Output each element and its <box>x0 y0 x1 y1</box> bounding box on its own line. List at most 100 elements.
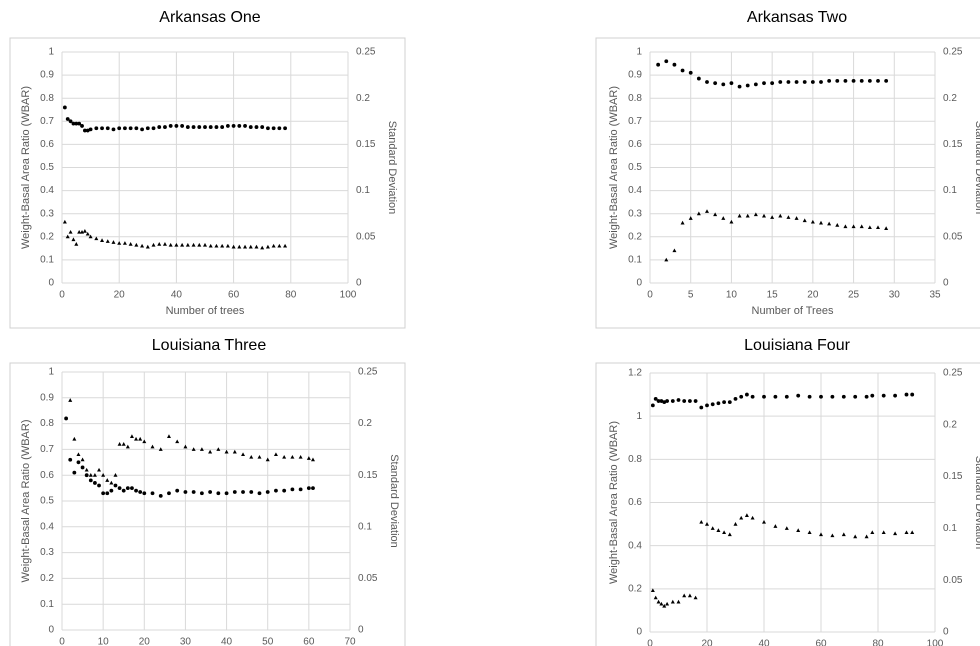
point <box>884 78 889 83</box>
point <box>257 454 262 459</box>
point <box>109 480 114 485</box>
point <box>214 125 219 129</box>
point <box>876 78 880 83</box>
point <box>705 403 709 408</box>
point <box>870 393 875 398</box>
y-tick-label: 0.1 <box>40 599 54 610</box>
y2-tick-label: 0.2 <box>358 418 372 429</box>
point <box>819 80 823 84</box>
point <box>796 393 801 398</box>
point <box>853 534 858 539</box>
point <box>249 490 254 494</box>
point <box>88 234 93 239</box>
x-tick-label: 60 <box>228 290 240 301</box>
point <box>680 68 685 73</box>
point <box>659 399 664 403</box>
x-tick-label: 80 <box>285 290 297 301</box>
point <box>105 478 110 482</box>
point <box>665 399 669 403</box>
point <box>241 452 246 457</box>
point <box>224 491 229 496</box>
x-tick-label: 20 <box>114 290 126 301</box>
point <box>243 124 247 128</box>
point <box>203 242 207 247</box>
point <box>185 242 190 247</box>
point <box>662 603 667 608</box>
chart-frame <box>9 362 406 646</box>
point <box>662 400 667 405</box>
y2-tick-label: 0.2 <box>943 419 957 430</box>
point <box>183 490 188 494</box>
point <box>699 405 704 410</box>
point <box>128 126 133 131</box>
point <box>175 439 180 444</box>
point <box>721 82 726 87</box>
point <box>76 460 81 465</box>
point <box>158 447 163 451</box>
point <box>794 80 799 84</box>
point <box>151 126 156 131</box>
x-tick-label: 0 <box>59 637 65 646</box>
y2-tick-label: 0.1 <box>943 523 957 534</box>
point <box>231 124 236 128</box>
point <box>688 399 692 403</box>
point <box>843 78 848 83</box>
point <box>306 486 311 490</box>
point <box>311 486 315 490</box>
point <box>145 244 150 249</box>
point <box>168 124 173 128</box>
point <box>835 223 840 227</box>
point <box>796 528 801 532</box>
point <box>174 124 179 128</box>
point <box>88 127 93 132</box>
point <box>745 83 750 88</box>
y2-tick-label: 0.2 <box>943 93 957 104</box>
y-tick-label: 0.3 <box>40 547 54 558</box>
point <box>80 124 84 128</box>
y-tick-label: 0.5 <box>628 162 642 173</box>
point <box>827 78 832 83</box>
point <box>729 81 734 86</box>
point <box>76 452 81 457</box>
y2-tick-label: 0.25 <box>356 47 376 58</box>
y-axis-label: Weight-Basal Area Ratio (WBAR) <box>608 86 620 249</box>
y-tick-label: 0.6 <box>40 470 54 481</box>
x-tick-label: 20 <box>701 639 713 646</box>
point <box>659 601 664 606</box>
y-tick-label: 0.7 <box>40 444 54 455</box>
point <box>664 59 669 64</box>
y-tick-label: 0.4 <box>40 521 54 532</box>
point <box>248 125 253 129</box>
x-tick-label: 35 <box>929 290 941 301</box>
y-tick-label: 0.8 <box>40 93 54 104</box>
point <box>134 436 139 441</box>
point <box>94 236 99 241</box>
point <box>819 220 823 225</box>
y-tick-label: 0.2 <box>628 231 642 242</box>
point <box>282 488 287 493</box>
point <box>670 399 675 403</box>
point <box>835 78 840 83</box>
point <box>138 490 143 494</box>
point <box>129 434 134 438</box>
point <box>827 221 832 226</box>
point <box>68 457 73 462</box>
point <box>283 243 288 248</box>
point <box>111 240 116 244</box>
chart: Arkansas One 0 0.1 0.2 0.3 0.4 0.5 0.6 0.7 0.8 0.9… <box>9 9 406 329</box>
y-tick-label: 1 <box>636 47 642 58</box>
y-tick-label: 0.6 <box>40 139 54 150</box>
point <box>733 522 738 526</box>
y2-axis-label: Standard Deviation <box>973 456 980 550</box>
point <box>762 213 766 218</box>
chart: Louisiana Three 0 0.1 0.2 0.3 0.4 0.5 0.6 0.7 0.8… <box>9 337 406 646</box>
point <box>696 76 701 81</box>
y2-tick-label: 0.05 <box>943 575 963 586</box>
point <box>745 392 749 397</box>
y-tick-label: 0.1 <box>628 255 642 266</box>
point <box>716 528 721 532</box>
y2-tick-label: 0.25 <box>358 367 378 378</box>
point <box>710 526 715 530</box>
y2-tick-label: 0 <box>943 278 949 289</box>
x-tick-label: 20 <box>139 637 151 646</box>
